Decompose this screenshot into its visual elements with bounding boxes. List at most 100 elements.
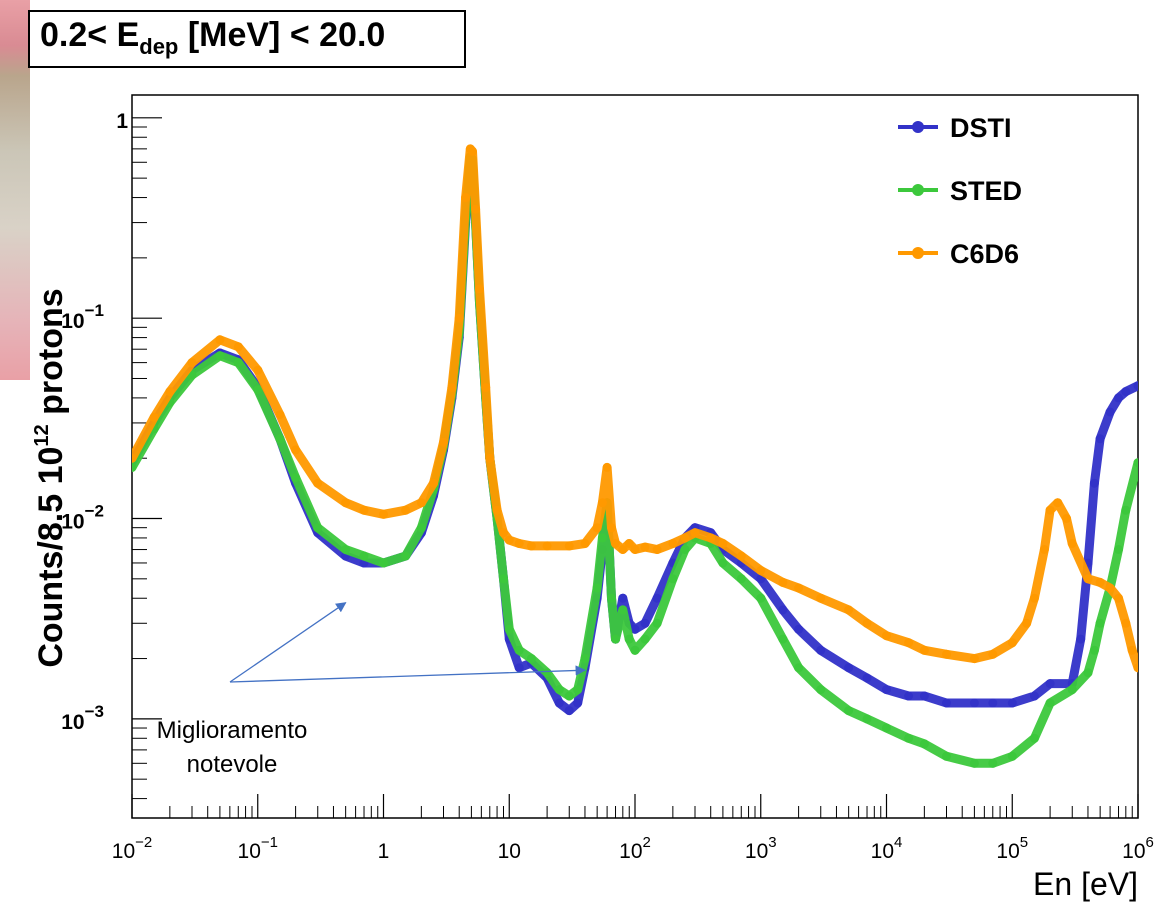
data-point [592,583,602,593]
x-tick-label-base: 10 [745,840,768,863]
chart-title-subscript: dep [139,34,179,59]
data-point [1045,505,1055,515]
data-point [652,545,662,554]
data-point [988,698,998,708]
data-point [969,654,979,664]
data-point [313,523,323,533]
data-point [514,663,524,673]
data-point [132,462,137,472]
data-point [652,618,662,628]
data-point [1083,574,1093,584]
data-point [526,541,536,551]
data-point [602,462,612,472]
x-tick-label: 10−2 [112,834,152,863]
data-point [882,685,891,695]
data-point [564,706,574,716]
data-point [1105,407,1115,417]
x-tick-label-base: 10 [871,840,894,863]
data-point [215,335,225,345]
x-tick-label-exponent: 6 [1146,834,1154,851]
data-point [401,551,411,561]
y-tick-label: 10−3 [61,702,104,734]
data-point [514,539,524,548]
data-point [942,751,951,761]
data-point [611,539,620,548]
annotation-arrow [229,665,586,683]
data-point [816,593,826,603]
data-point [481,383,491,393]
y-tick-label-base: 1 [116,110,128,133]
x-tick-label: 1 [378,840,390,863]
y-axis-title-exponent: 12 [31,424,53,446]
data-point [1007,698,1017,708]
x-tick-label: 105 [996,834,1028,863]
data-point [1076,634,1086,644]
data-point [1114,393,1123,403]
data-point [618,593,628,603]
chart-title-rest: [MeV] < 20.0 [178,16,386,54]
annotation-text-line: Miglioramento [157,717,308,744]
data-point [1029,593,1039,603]
data-point [1114,545,1123,554]
x-tick-label-exponent: −1 [261,834,278,851]
data-point [233,342,243,352]
x-tick-label: 10−1 [238,834,278,863]
data-point [756,593,766,603]
data-point [794,624,804,634]
x-tick-label: 102 [619,834,651,863]
data-point [187,358,197,368]
data-point [504,535,514,545]
legend-label-dsti: DSTI [950,113,1012,143]
data-point [882,723,891,733]
x-tick-label: 10 [498,840,521,863]
data-point [640,542,650,552]
data-point [359,505,369,515]
data-point [1133,458,1138,468]
minor-ticks [132,126,1133,818]
data-point [778,634,788,644]
data-point [1039,545,1049,554]
data-point [794,663,804,673]
data-point [611,634,620,644]
data-point [1022,618,1032,628]
data-point [607,593,616,603]
data-point [1007,638,1017,648]
annotation-text-line: notevole [187,751,278,778]
data-point [416,523,426,533]
data-point [233,358,243,368]
data-point [580,654,590,664]
data-point [816,685,826,695]
data-point [573,698,583,708]
data-point [1121,618,1131,628]
x-tick-label-exponent: 5 [1020,834,1028,851]
y-tick-label-base: 10 [61,310,84,333]
y-tick-label-exponent: −2 [85,502,104,521]
data-point [485,453,495,463]
background-photo-strip [0,0,30,380]
data-point [624,634,634,644]
x-tick-label-base: 10 [1122,840,1145,863]
x-tick-label-base: 1 [378,840,390,863]
annotation: Miglioramento notevole [157,602,586,778]
data-point [942,649,951,659]
data-point [454,313,464,323]
data-point [882,631,891,641]
y-tick-label: 10−2 [61,502,104,534]
data-point [514,645,524,655]
data-point [1062,514,1071,523]
legend-label-c6d6: C6D6 [950,239,1019,269]
data-point [862,618,872,628]
data-point [554,685,564,695]
data-point [564,691,574,701]
legend: DSTI STED C6D6 [898,113,1022,269]
data-point [499,528,508,538]
data-point [313,478,323,488]
y-tick-label: 10−1 [61,301,104,333]
data-point [1007,751,1017,761]
data-point [1121,387,1131,397]
data-point [149,412,159,422]
data-point [624,539,634,548]
data-point [253,385,263,395]
data-point [618,545,628,554]
data-point [736,574,746,584]
